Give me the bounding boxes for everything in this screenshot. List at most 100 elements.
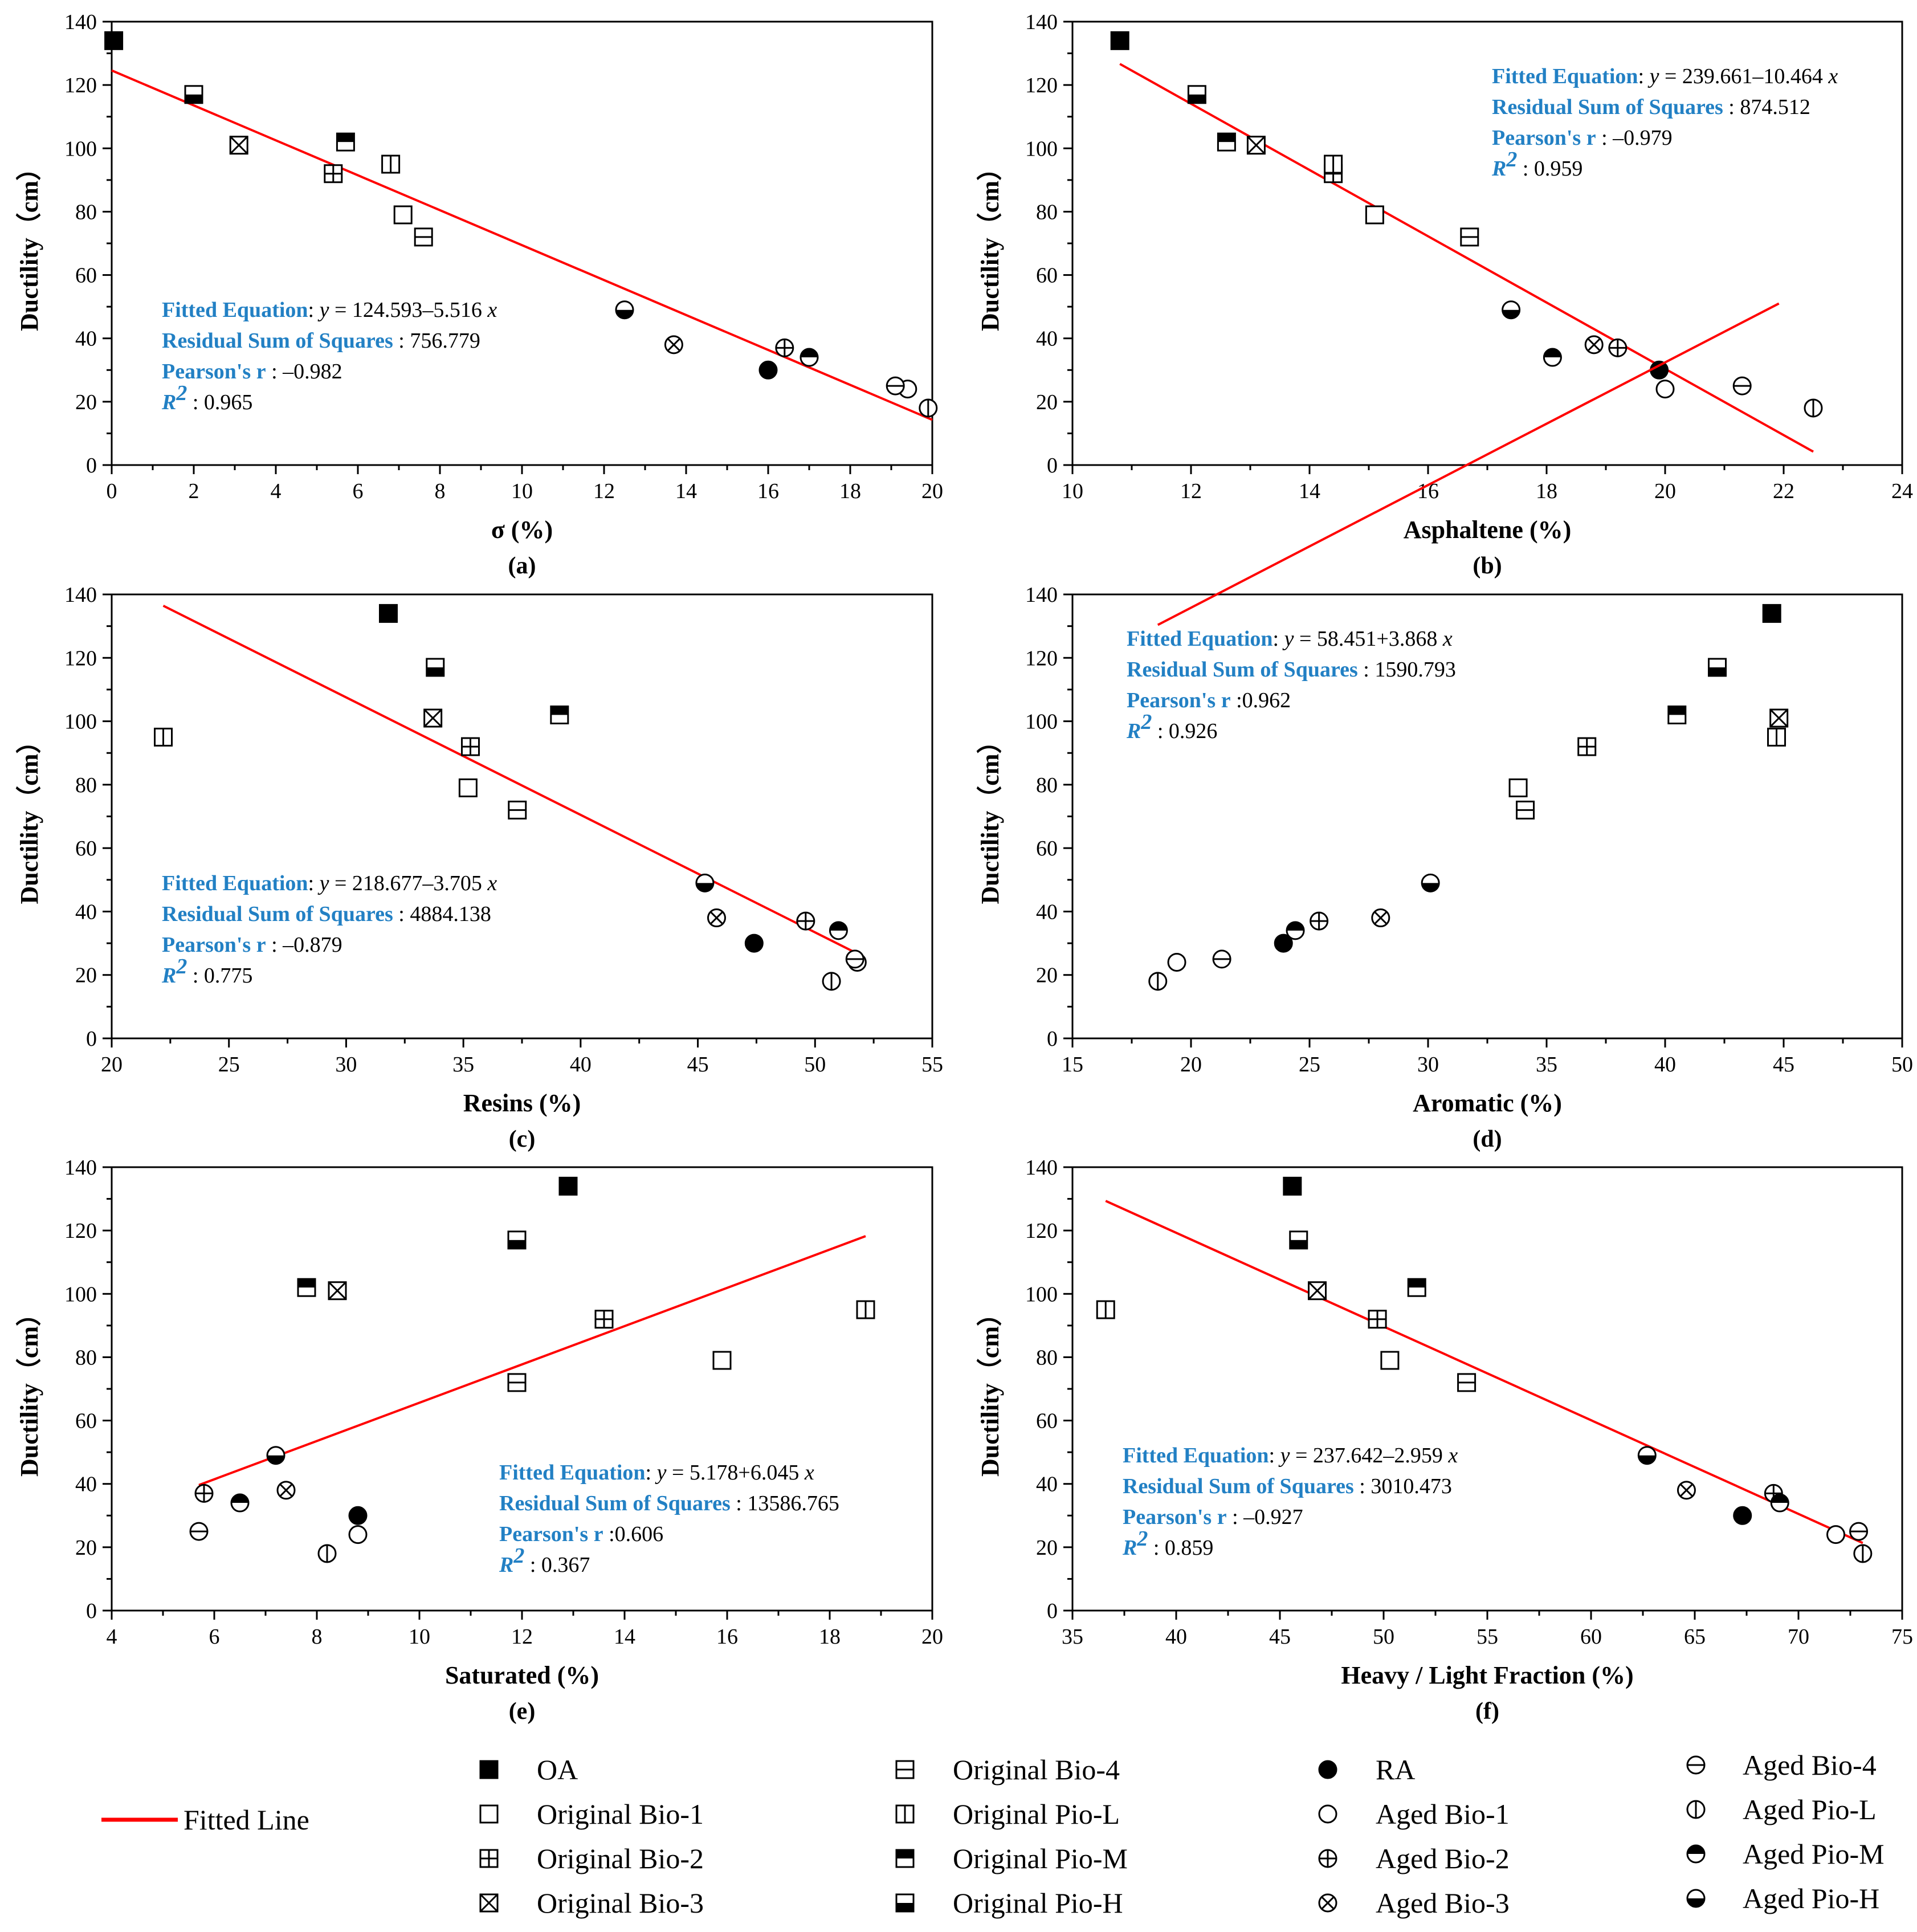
x-tick-label: 50 [804, 1053, 826, 1077]
x-tick-label: 45 [1269, 1625, 1291, 1649]
legend-item-AB3: Aged Bio-3 [1318, 1887, 1510, 1919]
legend-item-AB2: Aged Bio-2 [1318, 1843, 1510, 1874]
point-OPL [1767, 727, 1787, 747]
point-AB3 [1584, 335, 1604, 354]
y-tick-label: 80 [75, 773, 97, 797]
y-axis-label: Ductility（cm） [976, 156, 1004, 331]
legend-label: Original Bio-2 [537, 1843, 704, 1874]
point-AB4 [1732, 376, 1752, 396]
point-OB1 [393, 205, 413, 225]
y-tick-label: 60 [1036, 837, 1058, 861]
y-tick-label: 140 [1025, 10, 1058, 34]
legend-item-OPL: Original Pio-L [895, 1798, 1120, 1830]
y-tick-label: 140 [64, 583, 97, 607]
x-tick-label: 55 [921, 1053, 943, 1077]
point-AB3 [707, 908, 726, 928]
x-tick-label: 14 [675, 479, 697, 503]
x-tick-label: 20 [101, 1053, 123, 1077]
point-OB1 [458, 778, 478, 797]
fit-stats: Fitted Equation: y = 239.661–10.464 x Res… [1491, 64, 1838, 181]
fit-stats: Fitted Equation: y = 218.677–3.705 x Resi… [161, 871, 497, 988]
point-OPL [856, 1300, 875, 1319]
x-tick-label: 18 [839, 479, 861, 503]
y-tick-label: 40 [1036, 327, 1058, 351]
point-AB2 [194, 1483, 214, 1503]
legend-label: Aged Bio-2 [1376, 1843, 1510, 1874]
legend-item-OB1: Original Bio-1 [479, 1798, 704, 1830]
legend: Fitted Line OA Original Bio-1 Original Bio-… [101, 1749, 1885, 1919]
x-tick-label: 10 [1062, 479, 1083, 503]
point-OA [378, 604, 398, 623]
x-tick-label: 35 [1062, 1625, 1083, 1649]
y-tick-label: 80 [1036, 200, 1058, 224]
chart-panel-c: 20 25 30 35 40 45 50 55020406080100120140Resins… [15, 583, 943, 1152]
point-OB2 [594, 1310, 614, 1329]
x-tick-label: 18 [819, 1625, 841, 1649]
legend-label: Aged Bio-1 [1376, 1798, 1510, 1830]
y-tick-label: 20 [1036, 390, 1058, 414]
point-APM [230, 1493, 250, 1513]
x-tick-label: 12 [1180, 479, 1202, 503]
point-OA [1762, 604, 1781, 623]
point-APL [1804, 398, 1823, 418]
y-tick-label: 140 [1025, 583, 1058, 607]
pearson-r: Pearson's r : –0.927 [1123, 1505, 1303, 1529]
y-tick-label: 80 [1036, 773, 1058, 797]
x-axis-label: Heavy / Light Fraction (%) [1341, 1661, 1633, 1689]
fitted-line [111, 69, 933, 421]
point-OPH [184, 85, 203, 104]
chart-panel-a: 0 2 4 6 8 10 12 14 16 18 20 0 20 40 60 80 100 120 140 σ (%)… [15, 10, 943, 579]
y-axis-label: Ductility（cm） [976, 729, 1004, 904]
y-tick-label: 0 [1047, 1027, 1058, 1051]
y-tick-label: 80 [75, 200, 97, 224]
point-OPM [1407, 1278, 1426, 1297]
point-APM [800, 348, 819, 367]
chart-panel-f: 35 40 45 50 55 60 65 70 75 0 20 40 60 80 100 120 140 Heav… [976, 1156, 1913, 1725]
legend-item-OB2: Original Bio-2 [479, 1843, 704, 1874]
fit-stats: Fitted Equation: y = 124.593–5.516 x Resi… [161, 298, 497, 414]
legend-label: Aged Bio-3 [1376, 1887, 1510, 1919]
fitted-line [198, 1235, 866, 1486]
r-squared: R2 : 0.367 [499, 1544, 590, 1577]
point-APH [1637, 1446, 1657, 1465]
point-AB3 [276, 1481, 296, 1500]
point-OPH [426, 658, 445, 677]
point-OB2 [324, 164, 343, 184]
legend-item-RA: RA [1318, 1754, 1415, 1786]
point-AB2 [796, 911, 815, 931]
y-tick-label: 100 [64, 710, 97, 734]
fitted-line [162, 605, 858, 955]
legend-item-OPM: Original Pio-M [895, 1843, 1128, 1874]
y-tick-label: 140 [64, 1156, 97, 1180]
point-OA [1110, 31, 1129, 50]
point-AB1 [348, 1525, 368, 1544]
point-AB4 [1212, 949, 1231, 969]
point-OPM [1667, 705, 1687, 724]
y-tick-label: 40 [1036, 1473, 1058, 1497]
residual-sum-of-squares: Residual Sum of Squares : 1590.793 [1127, 658, 1456, 682]
point-OPL [1324, 154, 1343, 174]
r-squared: R2 : 0.775 [161, 955, 252, 988]
point-OB3 [423, 708, 443, 728]
x-tick-label: 60 [1580, 1625, 1602, 1649]
x-tick-label: 8 [312, 1625, 323, 1649]
x-tick-label: 12 [593, 479, 615, 503]
x-tick-label: 45 [687, 1053, 709, 1077]
panel-label: (d) [1473, 1126, 1502, 1152]
point-OB4 [1460, 227, 1479, 247]
fitted-line [1119, 63, 1814, 453]
legend-item-OPH: Original Pio-H [895, 1887, 1123, 1919]
x-axis-label: Asphaltene (%) [1404, 516, 1572, 544]
point-OB2 [460, 737, 480, 756]
legend-label: Original Bio-3 [537, 1887, 704, 1919]
point-OPL [1096, 1300, 1115, 1319]
point-APH [266, 1446, 285, 1465]
y-tick-label: 100 [1025, 137, 1058, 161]
y-tick-label: 100 [1025, 710, 1058, 734]
legend-label: Aged Pio-L [1743, 1794, 1877, 1825]
point-APM [1286, 921, 1305, 940]
point-OA [1283, 1176, 1302, 1196]
legend-label: Original Pio-M [953, 1843, 1128, 1874]
y-axis-label: Ductility（cm） [15, 729, 43, 904]
x-tick-label: 0 [107, 479, 117, 503]
